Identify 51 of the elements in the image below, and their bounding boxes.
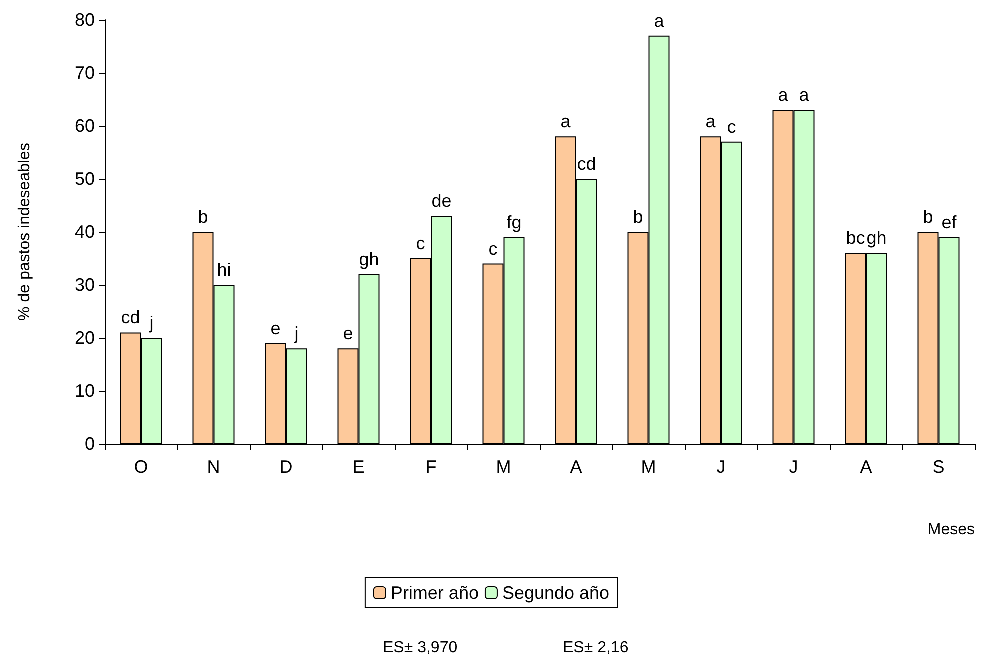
y-tick-label: 70 [74, 63, 95, 83]
x-tick-label: M [496, 457, 512, 477]
x-tick-label: A [570, 457, 582, 477]
y-tick-label: 10 [74, 381, 95, 401]
data-label: a [654, 10, 666, 31]
data-label: gh [359, 249, 380, 270]
y-tick-label: 20 [74, 328, 95, 348]
data-label: c [727, 116, 736, 137]
y-tick-label: 50 [74, 169, 95, 189]
data-label: e [343, 324, 354, 344]
y-tick-label: 80 [74, 10, 95, 30]
x-tick-label: N [207, 457, 220, 477]
data-label: a [799, 85, 810, 106]
data-label: a [560, 112, 572, 132]
data-label: hi [217, 260, 232, 280]
data-label: b [923, 207, 934, 227]
y-tick-label: 60 [74, 116, 95, 136]
data-label: ef [942, 212, 958, 232]
x-tick-label: S [932, 457, 945, 477]
legend-label: Primer año [390, 583, 479, 603]
data-label: a [706, 112, 717, 132]
x-tick-label: O [134, 457, 148, 477]
x-tick-label: A [860, 457, 872, 477]
x-tick-label: F [426, 457, 437, 477]
data-label: b [633, 207, 644, 227]
data-label: j [148, 313, 154, 333]
y-tick-label: 40 [74, 222, 95, 242]
data-label: j [294, 324, 299, 344]
x-tick-label: J [789, 457, 798, 477]
data-label: cd [577, 154, 596, 174]
x-tick-label: J [716, 457, 726, 477]
data-label: fg [506, 212, 522, 232]
x-tick-label: M [641, 457, 656, 477]
data-label: a [778, 85, 790, 106]
x-tick-label: D [280, 457, 293, 477]
data-label: de [432, 191, 452, 212]
x-tick-label: E [352, 457, 365, 477]
y-tick-label: 30 [74, 275, 95, 295]
y-axis-title: % de pastos indeseables [16, 143, 34, 321]
data-label: c [416, 234, 426, 254]
y-tick-label: 0 [84, 434, 95, 454]
text: ES± 3,970 [383, 640, 458, 656]
data-label: b [198, 207, 208, 227]
data-label: bc [846, 228, 866, 248]
x-axis-title: Meses [928, 522, 975, 538]
text: ES± 2,16 [563, 640, 629, 656]
data-label: cd [121, 308, 140, 328]
data-label: gh [866, 228, 887, 248]
data-label: c [488, 238, 498, 259]
data-label: e [270, 318, 281, 338]
legend-label: Segundo año [502, 583, 610, 603]
